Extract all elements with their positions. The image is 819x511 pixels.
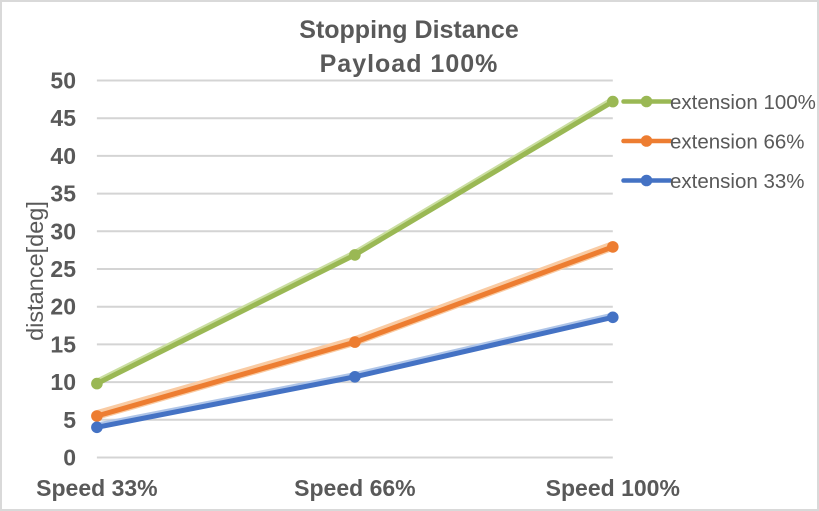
svg-text:40: 40 bbox=[50, 143, 76, 169]
svg-text:20: 20 bbox=[50, 294, 76, 320]
svg-text:45: 45 bbox=[50, 105, 76, 131]
svg-text:extension 66%: extension 66% bbox=[670, 131, 804, 154]
svg-text:Speed 66%: Speed 66% bbox=[294, 475, 415, 501]
svg-text:50: 50 bbox=[50, 68, 76, 94]
svg-text:35: 35 bbox=[50, 181, 76, 207]
svg-text:25: 25 bbox=[50, 256, 76, 282]
svg-text:Speed 100%: Speed 100% bbox=[546, 475, 680, 501]
svg-text:Stopping Distance: Stopping Distance bbox=[299, 16, 519, 44]
svg-text:distance[deg]: distance[deg] bbox=[22, 201, 48, 341]
svg-text:0: 0 bbox=[63, 445, 76, 471]
svg-text:5: 5 bbox=[63, 407, 76, 433]
svg-text:Speed 33%: Speed 33% bbox=[36, 475, 157, 501]
svg-text:15: 15 bbox=[50, 331, 76, 357]
svg-text:10: 10 bbox=[50, 369, 76, 395]
svg-text:extension 100%: extension 100% bbox=[670, 91, 816, 114]
svg-text:30: 30 bbox=[50, 218, 76, 244]
svg-text:extension 33%: extension 33% bbox=[670, 170, 804, 193]
svg-text:Payload 100%: Payload 100% bbox=[320, 50, 499, 78]
